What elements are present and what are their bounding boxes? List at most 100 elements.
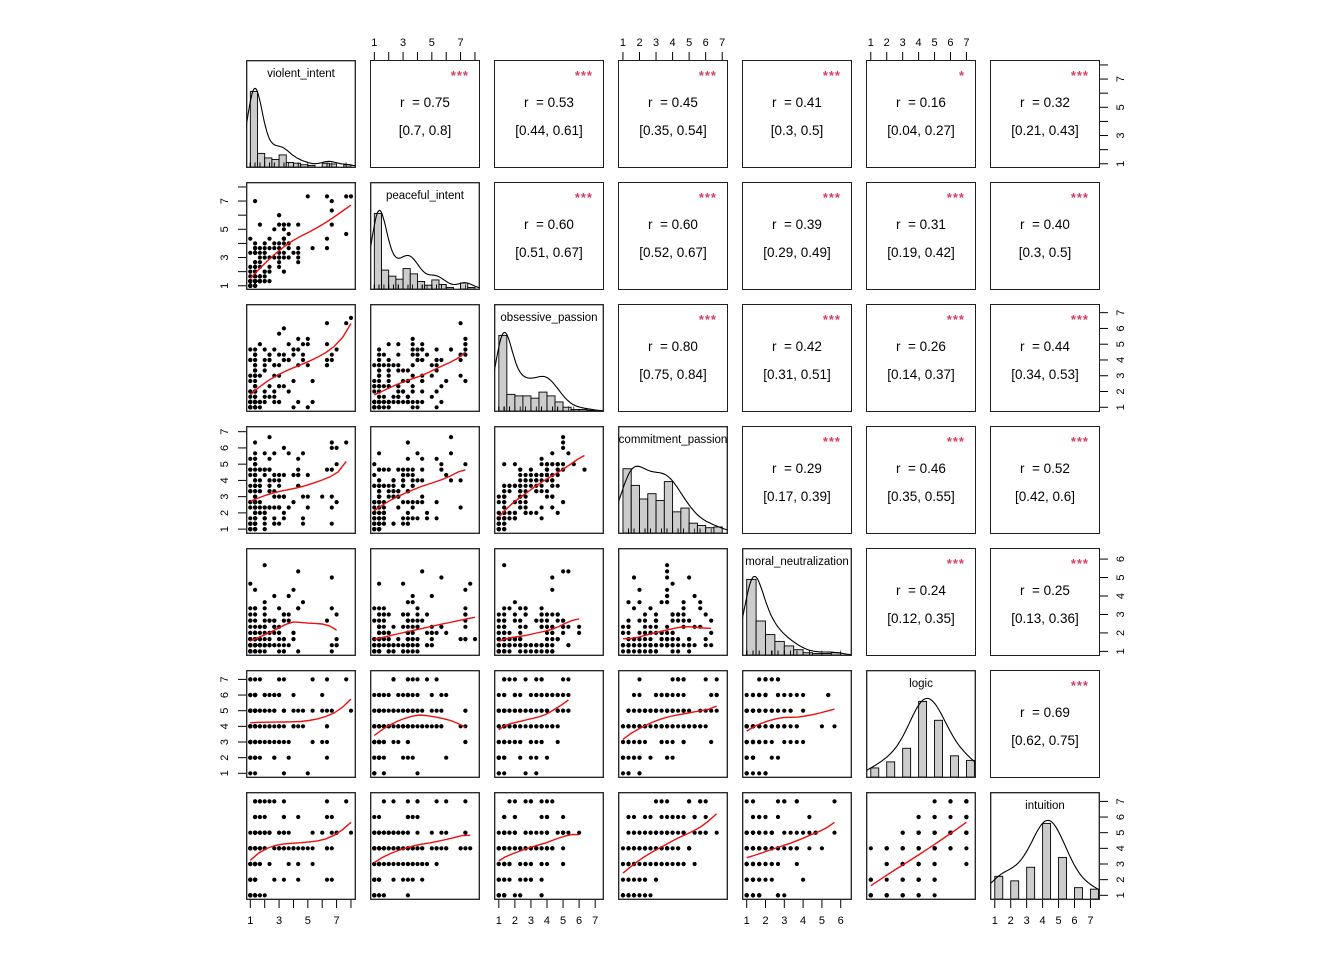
corr-stars: *** [822, 434, 841, 449]
panel-corr-violent_intent~moral_neutralization: *** r = 0.41 [0.3, 0.5] [742, 60, 852, 168]
axis-tick-label: 6 [219, 445, 231, 451]
scatter-points [372, 677, 468, 776]
axis-tick-label: 2 [762, 915, 768, 927]
corr-ci: [0.21, 0.43] [1011, 123, 1079, 138]
axis-right-row-3: 1 2 3 4 5 6 7 [1100, 298, 1134, 418]
corr-ci: [0.35, 0.55] [887, 489, 955, 504]
corr-ci: [0.42, 0.6] [1014, 489, 1076, 504]
variable-label: moral_neutralization [745, 556, 849, 568]
axis-tick-label: 1 [247, 915, 253, 927]
axis-tick-label: 2 [219, 510, 231, 516]
panel-corr-commitment_passion~logic: *** r = 0.46 [0.35, 0.55] [866, 426, 976, 534]
corr-ci: [0.75, 0.84] [639, 367, 707, 382]
panel-scatter-moral_neutralization-vs-obsessive_passion-svg [494, 548, 604, 656]
axis-tick-label: 7 [334, 915, 340, 927]
panel-corr-obsessive_passion~commitment_passion: *** r = 0.80 [0.75, 0.84] [618, 304, 728, 412]
scatter-points [744, 799, 837, 898]
axis-tick-label: 5 [1115, 104, 1127, 110]
corr-r-value: r = 0.40 [1020, 217, 1070, 232]
panel-border [494, 304, 604, 412]
axis-tick-label: 7 [719, 37, 725, 49]
panel-hist-peaceful_intent: peaceful_intent [370, 182, 480, 290]
axis-tick-label: 7 [1115, 76, 1127, 82]
loess-line [373, 714, 466, 737]
corr-ci: [0.17, 0.39] [763, 489, 831, 504]
axis-tick-label: 6 [838, 915, 844, 927]
panel-border [370, 426, 480, 534]
histogram-bars [498, 334, 596, 412]
axis-tick-label: 4 [1115, 845, 1127, 851]
corr-stars: *** [822, 190, 841, 205]
axis-left-row-4-svg: 1 2 3 4 5 6 7 [219, 429, 246, 532]
scatter-points [868, 799, 969, 898]
axis-right-row-5: 1 2 3 4 5 6 [1100, 542, 1134, 662]
corr-ci: [0.13, 0.36] [1011, 611, 1079, 626]
axis-tick-label: 4 [219, 723, 231, 729]
scatter-points [496, 435, 587, 532]
panel-scatter-obsessive_passion-vs-peaceful_intent [370, 304, 480, 412]
scatter-points [620, 563, 714, 654]
axis-tick-label: 1 [1115, 648, 1127, 654]
panel-corr-violent_intent~intuition: *** r = 0.32 [0.21, 0.43] [990, 60, 1100, 168]
loess-line [498, 618, 580, 642]
axis-tick-label: 6 [947, 37, 953, 49]
panel-scatter-logic-vs-violent_intent [246, 670, 356, 778]
panel-scatter-peaceful_intent-vs-violent_intent-svg [246, 182, 356, 290]
axis-tick-label: 5 [219, 461, 231, 467]
loess-line [249, 204, 352, 280]
histogram-bars [746, 578, 842, 656]
axis-tick-label: 7 [219, 198, 231, 204]
corr-r-value: r = 0.52 [1020, 461, 1070, 476]
variable-label: violent_intent [267, 68, 336, 80]
corr-ci: [0.14, 0.37] [887, 367, 955, 382]
histogram-bars [373, 212, 476, 290]
panel-corr-violent_intent~peaceful_intent: *** r = 0.75 [0.7, 0.8] [370, 60, 480, 168]
panel-hist-moral_neutralization-svg: moral_neutralization [742, 548, 852, 656]
panel-border [618, 426, 728, 534]
loess-line [746, 821, 835, 859]
panel-border [370, 670, 480, 778]
panel-scatter-logic-vs-obsessive_passion-svg [494, 670, 604, 778]
axis-tick-label: 3 [219, 494, 231, 500]
panel-hist-violent_intent: violent_intent [246, 60, 356, 168]
axis-tick-label: 3 [1115, 132, 1127, 138]
axis-tick-label: 4 [1115, 593, 1127, 599]
corr-r-value: r = 0.31 [896, 217, 946, 232]
panel-corr-peaceful_intent~commitment_passion: *** r = 0.60 [0.52, 0.67] [618, 182, 728, 290]
axis-tick-label: 3 [1024, 915, 1030, 927]
corr-r-value: r = 0.46 [896, 461, 946, 476]
panel-border [618, 792, 728, 900]
axis-tick-label: 5 [931, 37, 937, 49]
panel-border [742, 548, 852, 656]
loess-line [498, 454, 585, 518]
axis-tick-label: 1 [1115, 404, 1127, 410]
corr-ci: [0.29, 0.49] [763, 245, 831, 260]
density-curve [866, 697, 976, 772]
loess-line [373, 469, 466, 512]
scatter-points [620, 799, 719, 898]
panel-scatter-commitment_passion-vs-peaceful_intent [370, 426, 480, 534]
panel-scatter-commitment_passion-vs-violent_intent-svg [246, 426, 356, 534]
axis-left-row-6: 1 2 3 4 5 6 7 [212, 664, 246, 784]
axis-tick-label: 4 [544, 915, 550, 927]
panel-corr-peaceful_intent~moral_neutralization: *** r = 0.39 [0.29, 0.49] [742, 182, 852, 290]
corr-stars: *** [946, 190, 965, 205]
panel-border [742, 670, 852, 778]
panel-scatter-logic-vs-moral_neutralization-svg [742, 670, 852, 778]
loess-line [250, 460, 347, 502]
corr-stars: *** [1070, 556, 1089, 571]
panel-scatter-logic-vs-violent_intent-svg [246, 670, 356, 778]
axis-tick-label: 1 [219, 770, 231, 776]
axis-left-row-4: 1 2 3 4 5 6 7 [212, 420, 246, 540]
corr-r-value: r = 0.24 [896, 583, 946, 598]
corr-stars: *** [822, 68, 841, 83]
corr-ci: [0.12, 0.35] [887, 611, 955, 626]
axis-tick-label: 6 [703, 37, 709, 49]
corr-r-value: r = 0.42 [772, 339, 822, 354]
